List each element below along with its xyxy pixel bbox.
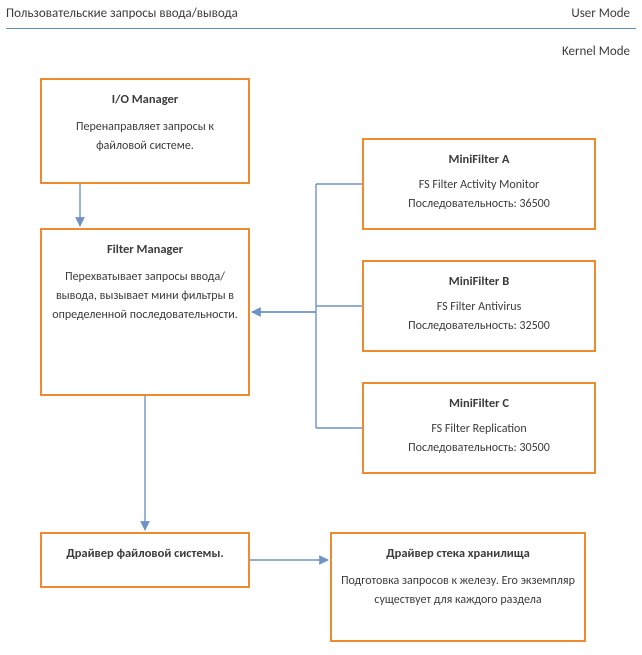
- node-line: Последовательность: 36500: [372, 195, 586, 214]
- header-left-label: Пользовательские запросы ввода/вывода: [6, 6, 238, 21]
- node-minifilter-c: MiniFilter C FS Filter Replication После…: [362, 382, 596, 474]
- node-title: Драйвер стека хранилища: [340, 544, 576, 564]
- node-title: Filter Manager: [50, 240, 240, 260]
- node-line: FS Filter Activity Monitor: [372, 176, 586, 195]
- node-title: MiniFilter C: [372, 394, 586, 414]
- node-line: Последовательность: 32500: [372, 317, 586, 336]
- mode-divider: [6, 28, 636, 29]
- node-body: Перенаправляет запросы к файловой систем…: [50, 118, 240, 156]
- node-minifilter-b: MiniFilter B FS Filter Antivirus Последо…: [362, 260, 596, 352]
- node-title: I/O Manager: [50, 90, 240, 110]
- node-body: FS Filter Replication Последовательность…: [372, 420, 586, 458]
- node-body: FS Filter Activity Monitor Последователь…: [372, 176, 586, 214]
- node-stack-driver: Драйвер стека хранилища Подготовка запро…: [330, 532, 586, 642]
- node-body: Перехватывает запросы ввода/вывода, вызы…: [50, 268, 240, 326]
- node-minifilter-a: MiniFilter A FS Filter Activity Monitor …: [362, 138, 596, 230]
- node-title: MiniFilter A: [372, 150, 586, 170]
- node-body: Подготовка запросов к железу. Его экземп…: [340, 572, 576, 610]
- node-title: Драйвер файловой системы.: [50, 544, 240, 564]
- node-line: FS Filter Replication: [372, 420, 586, 439]
- node-line: FS Filter Antivirus: [372, 298, 586, 317]
- node-io-manager: I/O Manager Перенаправляет запросы к фай…: [40, 78, 250, 184]
- node-body: FS Filter Antivirus Последовательность: …: [372, 298, 586, 336]
- diagram-canvas: Пользовательские запросы ввода/вывода Us…: [0, 0, 642, 655]
- node-title: MiniFilter B: [372, 272, 586, 292]
- node-line: Последовательность: 30500: [372, 439, 586, 458]
- node-fs-driver: Драйвер файловой системы.: [40, 532, 250, 588]
- kernel-mode-label: Kernel Mode: [562, 44, 630, 59]
- header-right-label: User Mode: [571, 6, 630, 21]
- node-filter-manager: Filter Manager Перехватывает запросы вво…: [40, 228, 250, 396]
